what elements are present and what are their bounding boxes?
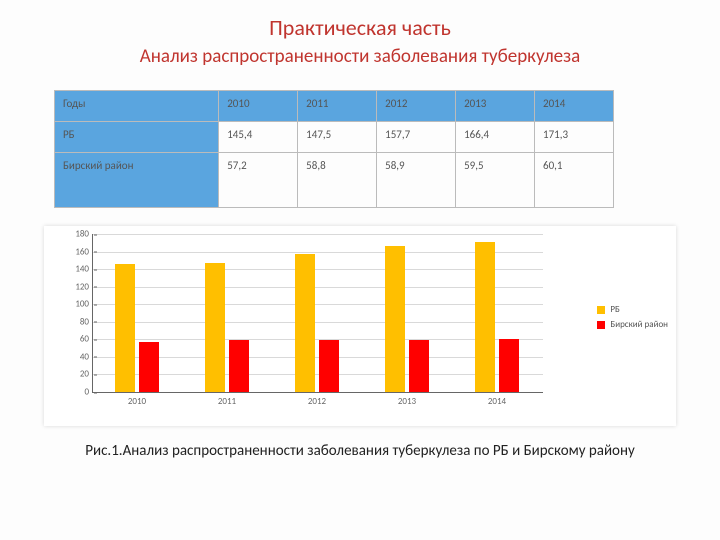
chart-bar [295, 254, 315, 392]
table-header-cell: 2014 [535, 91, 614, 122]
table-row-label: РБ [55, 122, 219, 153]
table-cell: 171,3 [535, 122, 614, 153]
legend-swatch-icon [597, 306, 605, 314]
legend-swatch-icon [597, 321, 605, 329]
chart-ytick: 140 [75, 264, 93, 275]
chart-bar [475, 242, 495, 392]
page-title: Практическая часть [44, 14, 676, 41]
table-row-label: Бирский район [55, 153, 219, 208]
table-header-row: Годы 2010 2011 2012 2013 2014 [55, 91, 614, 122]
chart-ytick: 160 [75, 246, 93, 257]
chart-ytick: 100 [75, 299, 93, 310]
chart-xtick: 2013 [398, 392, 416, 407]
table-cell: 59,5 [456, 153, 535, 208]
table-cell: 166,4 [456, 122, 535, 153]
legend-label: РБ [610, 304, 620, 315]
table-cell: 157,7 [377, 122, 456, 153]
chart-ytick: 40 [80, 351, 93, 362]
chart-bar [229, 340, 249, 392]
table-header-cell: 2013 [456, 91, 535, 122]
table-row: РБ 145,4 147,5 157,7 166,4 171,3 [55, 122, 614, 153]
bar-chart: 0 20 40 60 80 100 120 140 160 180 2010 2011 2012 2013… [44, 226, 676, 426]
chart-ytick: 20 [80, 369, 93, 380]
chart-bar [385, 246, 405, 392]
slide: Практическая часть Анализ распространенн… [0, 0, 720, 540]
table-row: Бирский район 57,2 58,8 58,9 59,5 60,1 [55, 153, 614, 208]
table-cell: 58,9 [377, 153, 456, 208]
chart-xtick: 2014 [488, 392, 506, 407]
page-subtitle: Анализ распространенности заболевания ту… [44, 45, 676, 68]
data-table: Годы 2010 2011 2012 2013 2014 РБ 145,4 1… [54, 90, 614, 208]
chart-bar [319, 340, 339, 392]
chart-gridline [93, 234, 543, 235]
chart-bar [139, 342, 159, 392]
chart-legend: РБ Бирский район [597, 304, 668, 334]
legend-label: Бирский район [610, 319, 668, 330]
table-header-cell: 2010 [219, 91, 298, 122]
chart-plot-area: 0204060801001201401601802010201120122013… [92, 234, 543, 393]
chart-bar [409, 340, 429, 392]
chart-xtick: 2010 [128, 392, 146, 407]
chart-xtick: 2012 [308, 392, 326, 407]
chart-ytick: 180 [75, 229, 93, 240]
table-cell: 147,5 [298, 122, 377, 153]
table-header-label: Годы [55, 91, 219, 122]
table-header-cell: 2011 [298, 91, 377, 122]
table-cell: 60,1 [535, 153, 614, 208]
table-header-cell: 2012 [377, 91, 456, 122]
chart-bar [115, 264, 135, 392]
table-cell: 57,2 [219, 153, 298, 208]
chart-xtick: 2011 [218, 392, 236, 407]
chart-bar [499, 339, 519, 392]
chart-ytick: 120 [75, 281, 93, 292]
chart-ytick: 80 [80, 316, 93, 327]
legend-item: РБ [597, 304, 668, 315]
legend-item: Бирский район [597, 319, 668, 330]
chart-caption: Рис.1.Анализ распространенности заболева… [44, 442, 676, 461]
chart-ytick: 60 [80, 334, 93, 345]
chart-bar [205, 263, 225, 392]
chart-ytick: 0 [84, 387, 93, 398]
table-cell: 145,4 [219, 122, 298, 153]
table-cell: 58,8 [298, 153, 377, 208]
